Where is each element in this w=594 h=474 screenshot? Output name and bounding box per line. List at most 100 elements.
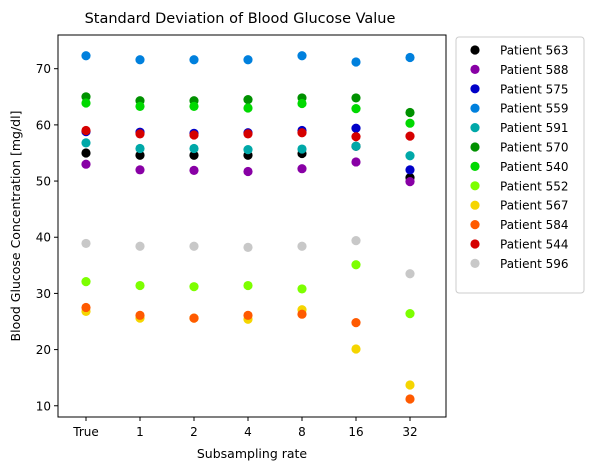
data-point bbox=[189, 282, 199, 292]
data-point bbox=[297, 309, 307, 319]
y-tick-label: 50 bbox=[36, 175, 51, 189]
legend-label: Patient 584 bbox=[500, 218, 569, 232]
legend-label: Patient 540 bbox=[500, 160, 569, 174]
legend-marker bbox=[470, 220, 480, 230]
data-point bbox=[297, 98, 307, 109]
y-tick-label: 60 bbox=[36, 118, 51, 132]
y-tick-label: 40 bbox=[36, 231, 51, 245]
legend-label: Patient 563 bbox=[500, 44, 569, 58]
legend-marker bbox=[470, 239, 480, 249]
data-point bbox=[243, 166, 253, 177]
data-point bbox=[81, 98, 91, 108]
data-point bbox=[135, 55, 145, 65]
data-point bbox=[81, 125, 91, 136]
data-point bbox=[81, 148, 91, 158]
data-point bbox=[243, 129, 253, 139]
data-point bbox=[81, 51, 91, 61]
data-point bbox=[135, 150, 145, 160]
legend-marker bbox=[470, 64, 480, 74]
data-point bbox=[135, 101, 145, 111]
data-point bbox=[243, 55, 253, 65]
data-point bbox=[405, 394, 415, 404]
data-point bbox=[81, 159, 91, 169]
data-point bbox=[351, 93, 361, 103]
x-axis-label: Subsampling rate bbox=[197, 446, 308, 461]
data-point bbox=[405, 177, 415, 187]
legend-marker bbox=[470, 200, 480, 210]
data-point bbox=[189, 143, 199, 154]
data-point bbox=[243, 95, 253, 105]
data-point bbox=[351, 157, 361, 167]
legend-marker bbox=[470, 45, 480, 55]
data-point bbox=[189, 130, 199, 140]
data-point bbox=[243, 280, 253, 291]
data-point bbox=[405, 165, 415, 175]
data-point bbox=[405, 151, 415, 161]
legend-label: Patient 559 bbox=[500, 102, 569, 116]
data-point bbox=[297, 128, 307, 138]
data-point bbox=[189, 165, 199, 175]
data-point bbox=[81, 277, 91, 287]
data-point bbox=[351, 344, 361, 354]
data-point bbox=[405, 269, 415, 279]
data-point bbox=[297, 241, 307, 251]
y-tick-label: 10 bbox=[36, 399, 51, 413]
data-point bbox=[351, 260, 361, 270]
data-point bbox=[243, 242, 253, 252]
data-point bbox=[297, 144, 307, 154]
legend-label: Patient 591 bbox=[500, 121, 569, 135]
data-point bbox=[351, 318, 361, 328]
legend-frame bbox=[455, 36, 585, 294]
x-tick-label: 2 bbox=[190, 425, 198, 439]
legend-marker bbox=[470, 258, 480, 268]
chart-title: Standard Deviation of Blood Glucose Valu… bbox=[85, 11, 396, 27]
data-point bbox=[405, 131, 415, 141]
legend-label: Patient 552 bbox=[500, 179, 569, 193]
data-point bbox=[351, 236, 361, 246]
plot-frame bbox=[57, 34, 447, 418]
y-tick-label: 70 bbox=[36, 62, 51, 76]
legend-label: Patient 596 bbox=[500, 257, 569, 271]
legend-label: Patient 588 bbox=[500, 63, 569, 77]
data-point bbox=[405, 107, 415, 118]
data-point bbox=[189, 101, 199, 111]
data-point bbox=[405, 52, 415, 63]
data-point bbox=[351, 103, 361, 114]
x-tick-label: 16 bbox=[348, 425, 363, 439]
data-point bbox=[243, 103, 253, 113]
data-point bbox=[81, 238, 91, 249]
data-point bbox=[135, 165, 145, 175]
data-point bbox=[189, 150, 199, 160]
legend-marker bbox=[470, 161, 480, 171]
data-point bbox=[243, 145, 253, 155]
data-point bbox=[189, 55, 199, 65]
legend-marker bbox=[470, 181, 480, 191]
legend-marker bbox=[470, 84, 480, 94]
data-point bbox=[189, 313, 199, 323]
data-points bbox=[81, 51, 415, 404]
x-tick-label: 8 bbox=[298, 425, 306, 439]
data-point bbox=[351, 132, 361, 142]
y-axis: 10 20 30 40 50 60 70 bbox=[36, 62, 58, 413]
y-tick-label: 30 bbox=[36, 287, 51, 301]
data-point bbox=[405, 309, 415, 319]
data-point bbox=[135, 241, 145, 251]
legend-label: Patient 575 bbox=[500, 82, 569, 96]
legend-label: Patient 544 bbox=[500, 238, 569, 252]
data-point bbox=[351, 141, 361, 151]
data-point bbox=[135, 310, 145, 320]
legend-marker bbox=[470, 142, 480, 152]
data-point bbox=[135, 280, 145, 291]
data-point bbox=[297, 284, 307, 294]
data-point bbox=[189, 241, 199, 251]
data-point bbox=[81, 302, 91, 313]
data-point bbox=[135, 129, 145, 139]
data-point bbox=[405, 380, 415, 390]
data-point bbox=[297, 51, 307, 61]
x-tick-label: 1 bbox=[136, 425, 144, 439]
legend-label: Patient 570 bbox=[500, 141, 569, 155]
data-point bbox=[297, 164, 307, 174]
legend: Patient 563 Patient 588 Patient 575 Patient… bbox=[455, 36, 585, 294]
